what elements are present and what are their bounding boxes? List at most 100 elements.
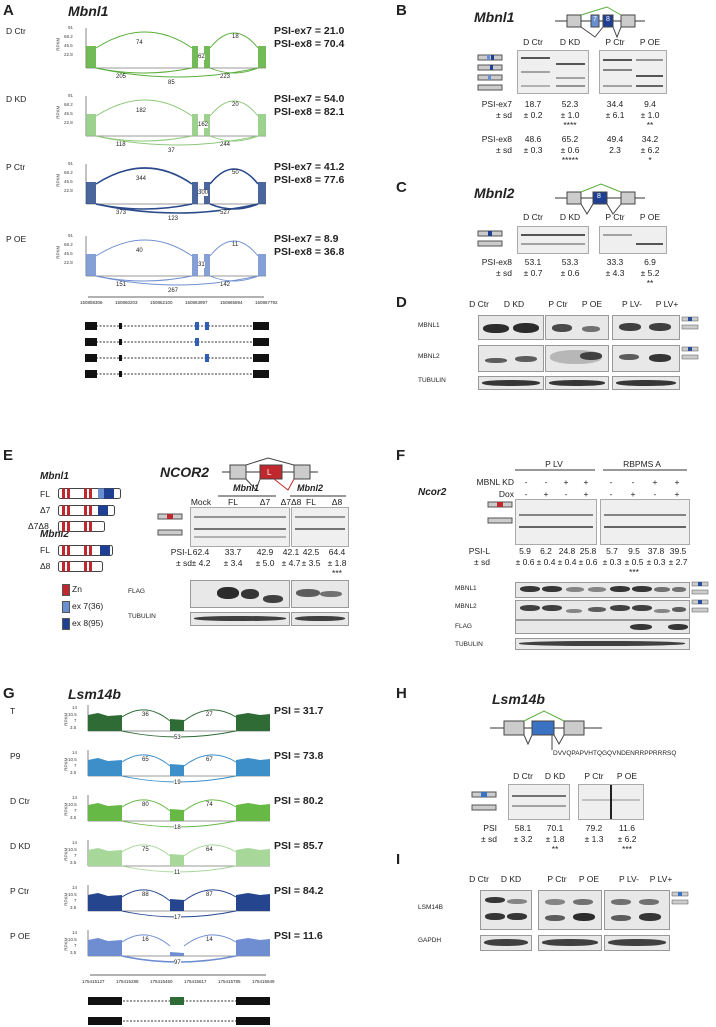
legend-label: Zn <box>72 584 82 594</box>
junction-arc <box>95 239 193 257</box>
psi-sd: ± 1.0 <box>560 110 580 120</box>
protein-band <box>611 899 631 905</box>
psi-sd: ± 0.6 <box>560 145 580 155</box>
isoform-icons <box>471 791 497 811</box>
psi-value: 65.2 <box>561 134 579 144</box>
y-tick: 14 <box>72 930 78 935</box>
y-tick: 68.2 <box>64 34 73 39</box>
coverage-block <box>236 758 270 776</box>
significance-stars: *** <box>629 567 639 577</box>
y-tick: 45.5 <box>64 43 73 48</box>
protein-band <box>507 899 527 904</box>
protein-band <box>485 913 505 920</box>
coverage-block <box>192 182 198 204</box>
lane-label: Mock <box>190 497 212 507</box>
gene-title: Mbnl1 <box>68 3 109 19</box>
psi-sd: ± 6.2 <box>640 145 660 155</box>
lane-label: P Ctr <box>584 771 604 781</box>
junction-arc <box>95 167 193 185</box>
lane-label: D Ctr <box>523 212 543 222</box>
y-tick: 3.5 <box>70 904 77 910</box>
junction-count: 142 <box>220 282 231 288</box>
blot-panel <box>291 580 349 608</box>
protein-band <box>263 595 283 603</box>
protein-band <box>573 899 593 905</box>
lane-label: D KD <box>500 874 522 884</box>
track-condition: P OE <box>10 931 31 941</box>
y-axis-label: RPKM <box>55 173 61 187</box>
junction-arc <box>183 754 237 767</box>
protein-band <box>630 624 652 630</box>
condition-sign: - <box>564 489 568 499</box>
coverage-block <box>204 254 210 276</box>
significance-stars: **** <box>563 120 577 130</box>
lane-label: P OE <box>581 299 603 309</box>
psi-value: 34.2 <box>641 134 659 144</box>
lane-label: P Ctr <box>605 212 625 222</box>
blot-panel <box>612 315 680 340</box>
coverage-block <box>86 46 96 68</box>
lane-group-label: Mbnl2 <box>297 483 323 493</box>
blot-row-label: MBNL2 <box>418 352 440 360</box>
gene-title: Mbnl1 <box>474 9 515 25</box>
transcript-models <box>88 997 270 1025</box>
zinc-finger <box>89 505 92 516</box>
construct-group-title: Mbnl1 <box>40 471 69 482</box>
significance-stars: ** <box>551 844 559 854</box>
psi-sd: ± 1.8 <box>327 558 347 568</box>
psi-value: 79.2 <box>585 823 603 833</box>
psi-ex7-value: PSI-ex7 = 21.0 <box>274 25 345 37</box>
coverage-block <box>86 182 96 204</box>
zinc-finger <box>89 488 92 499</box>
y-tick: 3.5 <box>70 949 77 955</box>
y-tick: 91 <box>68 25 74 30</box>
lane-label: D Ctr <box>513 771 533 781</box>
coordinate-tick: 150867792 <box>255 300 278 305</box>
significance-stars: ** <box>646 278 654 288</box>
psi-value: 6.9 <box>644 257 656 267</box>
psi-value: 42.1 <box>282 547 300 557</box>
construct-label: FL <box>40 545 50 555</box>
y-tick: 14 <box>72 885 78 890</box>
psi-value: 5.9 <box>519 546 531 556</box>
psi-value: 49.4 <box>606 134 624 144</box>
construct-label: Δ8 <box>40 561 51 571</box>
exon-box <box>253 322 269 330</box>
zinc-finger <box>89 521 92 532</box>
y-axis-label: RPKM <box>63 937 69 951</box>
blot-row-label: TUBULIN <box>418 377 446 384</box>
significance-stars: ** <box>646 120 654 130</box>
protein-band <box>566 609 582 613</box>
sashimi-plot <box>87 930 270 963</box>
exon-label: 7 <box>593 16 597 23</box>
y-axis-label: RPKM <box>63 892 69 906</box>
psi-ex7-value: PSI-ex7 = 8.9 <box>274 233 339 245</box>
protein-band <box>566 587 584 592</box>
junction-count: 244 <box>220 142 231 148</box>
lane-label: Δ7Δ8 <box>280 497 302 507</box>
lane-label: P OE <box>578 874 600 884</box>
isoform-icons <box>691 581 709 595</box>
junction-count: 20 <box>232 102 239 108</box>
psi-value: 70.1 <box>546 823 564 833</box>
junction-count: 11 <box>174 870 181 876</box>
exon-7-box <box>195 322 199 330</box>
condition-sign: - <box>524 477 528 487</box>
zinc-finger <box>67 505 70 516</box>
junction-arc <box>121 754 171 767</box>
psi-value: 18.7 <box>524 99 542 109</box>
blot-panel <box>480 890 532 930</box>
junction-arc <box>209 240 259 257</box>
protein-band <box>542 605 562 611</box>
protein-band <box>654 609 670 613</box>
y-axis-label: RPKM <box>63 847 69 861</box>
junction-arc <box>95 67 259 78</box>
panel-label: G <box>3 685 15 702</box>
coverage-block <box>236 713 270 731</box>
sashimi-plot <box>87 705 270 738</box>
y-tick: 91 <box>68 161 74 166</box>
junction-arc <box>95 31 193 49</box>
lane-label: D KD <box>503 299 525 309</box>
lane-group-label: P LV <box>545 459 563 469</box>
condition-sign: - <box>524 489 528 499</box>
